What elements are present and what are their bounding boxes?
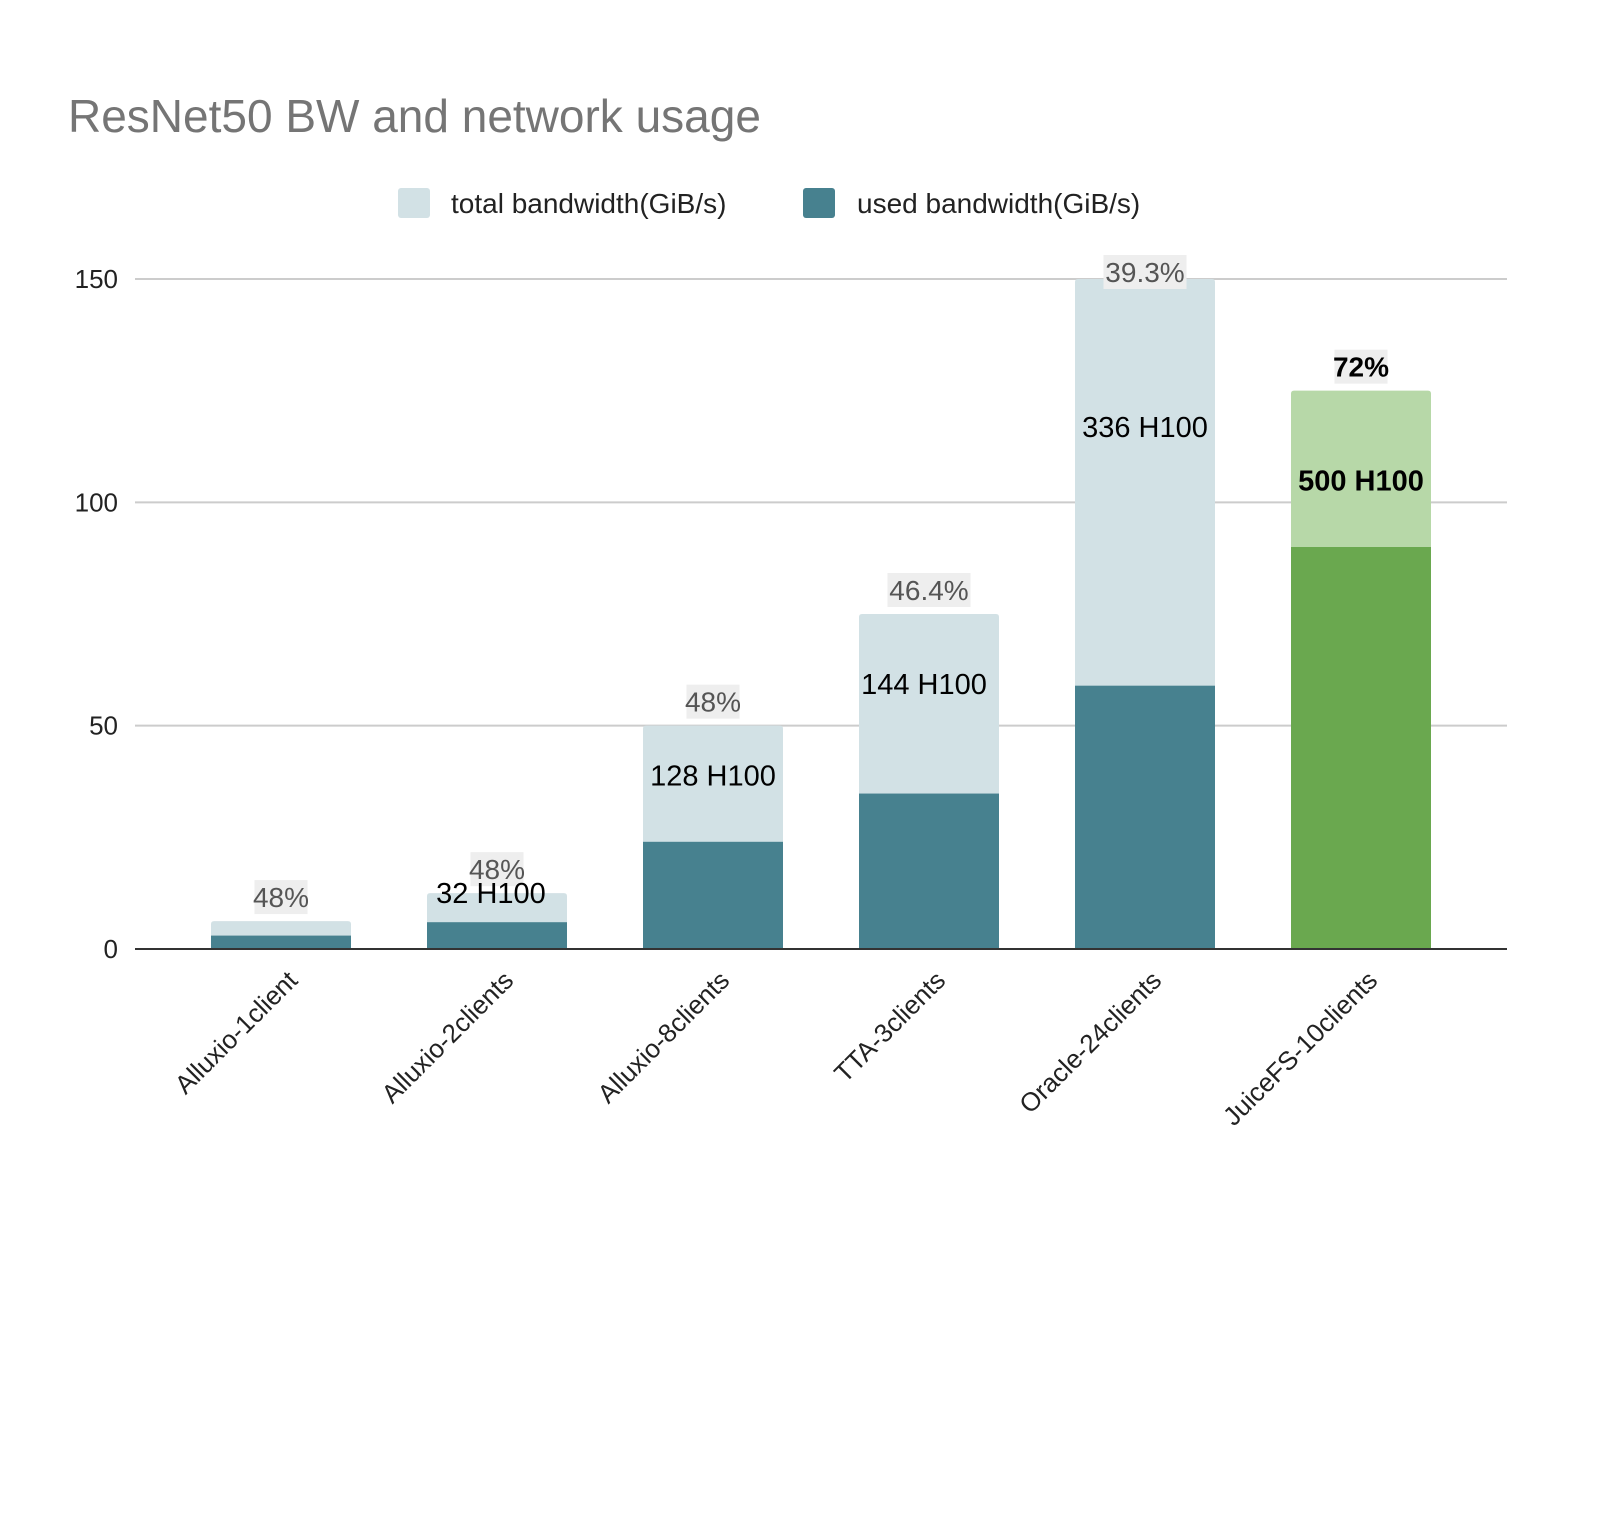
x-tick-label: JuiceFS-10clients <box>1217 965 1383 1131</box>
gpu-label: 500 H100 <box>1298 466 1424 498</box>
percent-label: 48% <box>253 882 309 913</box>
x-tick-label: Alluxio-8clients <box>591 965 735 1109</box>
percent-label: 72% <box>1333 352 1389 383</box>
gpu-label: 336 H100 <box>1082 412 1208 444</box>
percent-label-bg <box>470 852 524 887</box>
x-tick-label: Alluxio-1client <box>169 964 304 1099</box>
legend: total bandwidth(GiB/s) used bandwidth(Gi… <box>398 188 1140 219</box>
bar-used <box>643 841 783 949</box>
gpu-label: 144 H100 <box>861 669 987 701</box>
percent-label: 48% <box>469 854 525 885</box>
chart-title: ResNet50 BW and network usage <box>68 90 761 142</box>
percent-label-bg <box>1334 349 1388 384</box>
percent-label-bg <box>686 684 740 719</box>
bar-used <box>1075 685 1215 949</box>
bar-used <box>1291 547 1431 949</box>
gpu-label: 128 H100 <box>650 761 776 793</box>
percent-label: 46.4% <box>889 575 968 606</box>
y-tick-label: 0 <box>104 934 118 964</box>
x-tick-label: Alluxio-2clients <box>375 965 519 1109</box>
y-tick-label: 50 <box>89 711 118 741</box>
percent-label-bg <box>1103 255 1187 289</box>
legend-swatch-used <box>803 188 835 218</box>
bar-used <box>211 935 351 949</box>
percent-label: 48% <box>685 687 741 718</box>
y-tick-label: 150 <box>75 264 118 294</box>
legend-label-total: total bandwidth(GiB/s) <box>451 188 726 219</box>
legend-swatch-total <box>398 188 430 218</box>
gpu-label: 32 H100 <box>436 878 546 910</box>
x-tick-label: Oracle-24clients <box>1013 965 1167 1119</box>
percent-label-bg <box>254 880 308 915</box>
percent-label: 39.3% <box>1105 257 1184 288</box>
bar-used <box>859 793 999 949</box>
y-tick-label: 100 <box>75 487 118 517</box>
x-tick-label: TTA-3clients <box>828 965 951 1088</box>
legend-label-used: used bandwidth(GiB/s) <box>857 188 1140 219</box>
percent-label-bg <box>887 573 971 607</box>
bar-used <box>427 922 567 949</box>
